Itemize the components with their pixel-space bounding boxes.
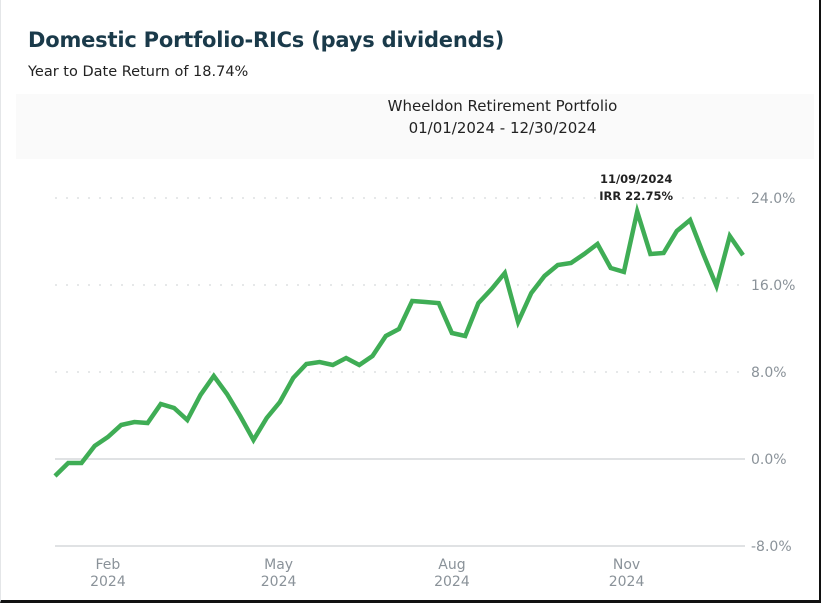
x-tick-year: 2024 — [434, 574, 470, 590]
data-point[interactable] — [64, 459, 72, 467]
data-point[interactable] — [435, 299, 443, 307]
data-point[interactable] — [620, 268, 628, 276]
data-point[interactable] — [369, 352, 377, 360]
data-point[interactable] — [488, 285, 496, 293]
y-axis-labels: 24.0% 16.0% 8.0% 0.0% -8.0% — [751, 191, 795, 555]
data-point[interactable] — [421, 298, 429, 306]
data-point[interactable] — [713, 282, 721, 290]
data-point[interactable] — [395, 325, 403, 333]
data-point[interactable] — [527, 289, 535, 297]
data-point[interactable] — [567, 259, 575, 267]
data-point[interactable] — [580, 250, 588, 258]
data-point[interactable] — [342, 354, 350, 362]
data-point[interactable] — [276, 398, 284, 406]
data-point[interactable] — [633, 208, 641, 216]
data-point[interactable] — [448, 329, 456, 337]
data-point[interactable] — [607, 264, 615, 272]
data-point[interactable] — [263, 414, 271, 422]
data-point[interactable] — [673, 227, 681, 235]
chart-header: Wheeldon Retirement Portfolio 01/01/2024… — [16, 94, 814, 159]
data-point[interactable] — [554, 261, 562, 269]
data-point[interactable] — [183, 416, 191, 424]
data-point[interactable] — [144, 419, 152, 427]
data-point[interactable] — [170, 404, 178, 412]
data-point[interactable] — [117, 421, 125, 429]
data-point[interactable] — [223, 390, 231, 398]
data-point[interactable] — [408, 297, 416, 305]
y-tick-label: 16.0% — [751, 278, 795, 294]
data-point[interactable] — [699, 250, 707, 258]
y-tick-label: -8.0% — [751, 539, 792, 555]
data-point[interactable] — [726, 232, 734, 240]
x-tick-year: 2024 — [90, 574, 126, 590]
x-tick-month: Aug — [438, 557, 465, 573]
date-range: 01/01/2024 - 12/30/2024 — [408, 119, 597, 137]
data-point[interactable] — [329, 361, 337, 369]
annotation-layer: 11/09/2024 IRR 22.75% — [599, 172, 673, 203]
data-point[interactable] — [541, 272, 549, 280]
data-point[interactable] — [197, 391, 205, 399]
gridlines — [55, 197, 745, 547]
data-point[interactable] — [236, 412, 244, 420]
x-tick-month: Nov — [613, 557, 640, 573]
series-layer — [51, 202, 747, 480]
data-point[interactable] — [382, 332, 390, 340]
data-point[interactable] — [686, 216, 694, 224]
data-point[interactable] — [739, 251, 747, 259]
series-line — [53, 202, 745, 478]
data-point[interactable] — [316, 358, 324, 366]
data-point[interactable] — [501, 269, 509, 277]
annotation-date: 11/09/2024 — [600, 172, 672, 186]
y-tick-label: 8.0% — [751, 365, 787, 381]
ytd-return-text: Year to Date Return of 18.74% — [28, 64, 249, 80]
data-point[interactable] — [157, 400, 165, 408]
data-point[interactable] — [249, 436, 257, 444]
annotation-value: IRR 22.75% — [599, 189, 673, 203]
data-point[interactable] — [646, 250, 654, 258]
data-point[interactable] — [302, 360, 310, 368]
data-point[interactable] — [514, 318, 522, 326]
data-point[interactable] — [51, 472, 59, 480]
data-point[interactable] — [91, 442, 99, 450]
x-tick-year: 2024 — [609, 574, 645, 590]
data-point[interactable] — [289, 374, 297, 382]
x-tick-month: Feb — [96, 557, 121, 573]
data-point[interactable] — [660, 249, 668, 257]
data-point[interactable] — [474, 299, 482, 307]
data-point[interactable] — [355, 361, 363, 369]
portfolio-name: Wheeldon Retirement Portfolio — [387, 97, 618, 115]
page-title: Domestic Portfolio-RICs (pays dividends) — [28, 28, 505, 52]
data-point[interactable] — [77, 459, 85, 467]
data-point[interactable] — [130, 418, 138, 426]
y-tick-label: 24.0% — [751, 191, 795, 207]
x-tick-year: 2024 — [261, 574, 297, 590]
data-point[interactable] — [461, 332, 469, 340]
data-point[interactable] — [210, 372, 218, 380]
data-point[interactable] — [104, 433, 112, 441]
x-tick-month: May — [264, 557, 293, 573]
y-tick-label: 0.0% — [751, 452, 787, 468]
data-point[interactable] — [593, 240, 601, 248]
